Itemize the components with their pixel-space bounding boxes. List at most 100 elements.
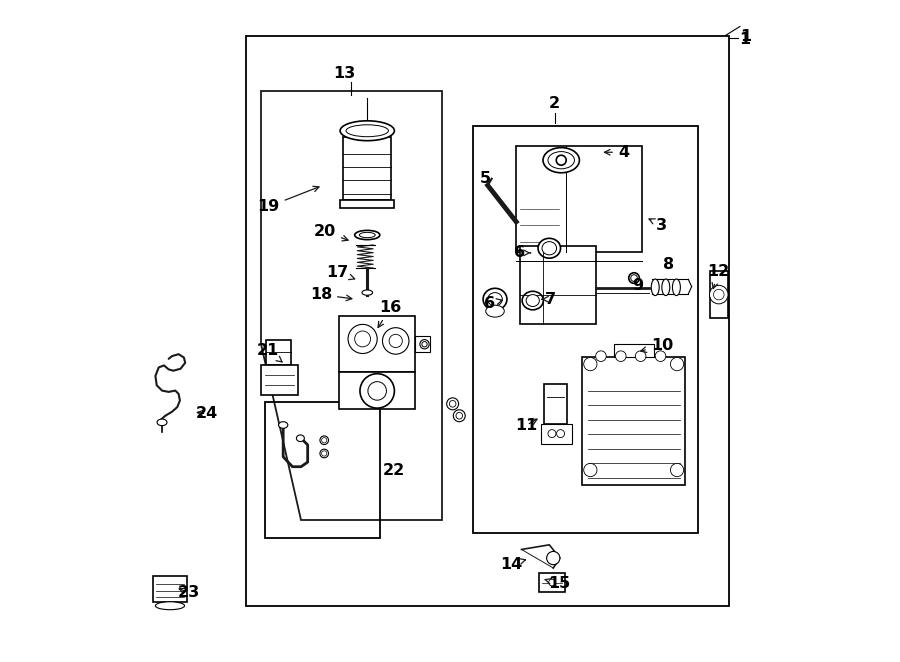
Ellipse shape (543, 148, 580, 173)
Bar (261, 365, 298, 395)
Ellipse shape (538, 238, 561, 258)
Ellipse shape (296, 435, 304, 442)
Bar (265, 402, 381, 538)
Circle shape (584, 463, 597, 477)
Text: 19: 19 (257, 186, 319, 214)
Ellipse shape (488, 293, 502, 306)
Text: 23: 23 (177, 585, 200, 600)
Ellipse shape (446, 398, 459, 410)
Text: 13: 13 (333, 66, 356, 81)
Ellipse shape (486, 305, 504, 317)
Ellipse shape (156, 602, 184, 610)
Bar (709, 271, 728, 318)
Bar (246, 36, 729, 606)
Text: 21: 21 (256, 344, 282, 362)
Ellipse shape (526, 295, 539, 307)
Ellipse shape (672, 279, 680, 296)
Bar (415, 336, 430, 352)
Text: 24: 24 (195, 406, 218, 421)
Ellipse shape (542, 242, 556, 255)
Ellipse shape (631, 275, 637, 281)
Bar (339, 316, 415, 373)
Bar (266, 340, 291, 365)
Ellipse shape (158, 419, 167, 426)
Text: 10: 10 (641, 338, 673, 353)
Ellipse shape (548, 152, 574, 169)
Text: 8: 8 (663, 258, 674, 272)
Bar (339, 373, 415, 409)
Ellipse shape (340, 121, 394, 141)
Ellipse shape (346, 125, 389, 137)
Text: 18: 18 (310, 287, 352, 302)
Bar (614, 344, 654, 357)
Circle shape (348, 324, 377, 354)
Ellipse shape (546, 551, 560, 565)
Ellipse shape (320, 449, 328, 458)
Ellipse shape (320, 436, 328, 445)
Ellipse shape (483, 289, 507, 310)
Text: 20: 20 (314, 224, 348, 241)
Ellipse shape (652, 279, 659, 296)
Ellipse shape (321, 451, 327, 456)
Ellipse shape (422, 342, 427, 347)
Ellipse shape (556, 430, 564, 438)
Text: 14: 14 (500, 557, 526, 571)
Text: 3: 3 (649, 218, 668, 232)
Text: 6: 6 (484, 296, 502, 310)
Ellipse shape (359, 232, 375, 238)
Text: 12: 12 (707, 264, 729, 289)
Bar (473, 126, 698, 533)
Ellipse shape (355, 230, 380, 240)
Text: 22: 22 (382, 463, 405, 477)
Ellipse shape (456, 412, 463, 419)
Bar (153, 576, 186, 602)
Circle shape (389, 334, 402, 348)
Text: 9: 9 (633, 279, 643, 293)
Ellipse shape (362, 290, 373, 295)
Bar (519, 246, 596, 324)
Text: 16: 16 (378, 301, 401, 328)
Circle shape (382, 328, 409, 354)
Ellipse shape (321, 438, 327, 443)
Circle shape (368, 381, 386, 400)
Circle shape (709, 285, 728, 304)
Circle shape (616, 351, 626, 361)
Circle shape (670, 463, 684, 477)
Text: 11: 11 (516, 418, 538, 432)
Text: 1: 1 (739, 32, 751, 47)
Ellipse shape (662, 279, 670, 296)
Circle shape (596, 351, 607, 361)
Bar (340, 201, 394, 209)
Text: 1: 1 (740, 29, 752, 44)
Text: 5: 5 (480, 171, 491, 186)
Circle shape (714, 289, 724, 300)
Bar (344, 138, 392, 201)
Bar (582, 357, 685, 485)
Text: 7: 7 (542, 292, 556, 307)
Polygon shape (261, 91, 442, 520)
Bar (539, 573, 564, 592)
Bar (517, 146, 642, 252)
Text: 15: 15 (545, 577, 571, 591)
Circle shape (670, 357, 684, 371)
Text: 2: 2 (549, 96, 560, 111)
Circle shape (655, 351, 666, 361)
Text: 6: 6 (514, 246, 531, 260)
Bar (544, 384, 567, 424)
Ellipse shape (522, 291, 544, 310)
Ellipse shape (549, 579, 555, 586)
Ellipse shape (449, 401, 456, 407)
Ellipse shape (454, 410, 465, 422)
Ellipse shape (548, 430, 556, 438)
Ellipse shape (420, 340, 429, 349)
Ellipse shape (278, 422, 288, 428)
Bar (541, 424, 572, 444)
Ellipse shape (629, 273, 639, 283)
Circle shape (355, 331, 371, 347)
Circle shape (360, 374, 394, 408)
Text: 17: 17 (327, 265, 355, 280)
Circle shape (635, 351, 646, 361)
Circle shape (584, 357, 597, 371)
Text: 4: 4 (605, 145, 629, 160)
Ellipse shape (556, 156, 566, 166)
